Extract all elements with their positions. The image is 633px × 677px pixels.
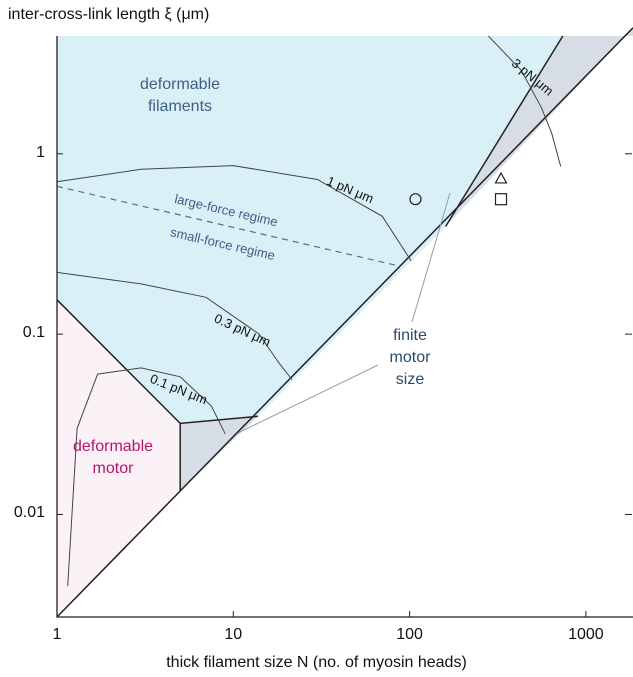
regime-boundary-line [56, 185, 398, 267]
x-axis-title: thick filament size N (no. of myosin hea… [166, 654, 467, 671]
y-tick-label-2: 1 [36, 143, 45, 161]
finite-motor-size-label: finite motor size [389, 327, 431, 388]
marker-circle [409, 193, 422, 206]
plot-frame [56, 36, 633, 618]
force-contour-0 [488, 35, 562, 167]
x-tick-label-3: 1000 [568, 626, 604, 643]
diagonal-boundary [56, 27, 633, 618]
pointer-line-lower [237, 364, 379, 434]
force-contour-2 [56, 271, 293, 380]
deformable-filaments-region [57, 36, 563, 424]
x-tick-label-0: 1 [52, 626, 62, 643]
y-tick-label-1: 0.1 [22, 324, 45, 342]
deformable-motor-label: deformable motor [72, 438, 154, 477]
deformable-motor-region [57, 299, 181, 617]
marker-square [494, 193, 508, 206]
x-tick-label-2: 100 [396, 626, 423, 643]
region-fills [57, 27, 633, 617]
x-tick-label-1: 10 [224, 626, 243, 643]
force-contour-3 [67, 367, 226, 587]
deformable-filaments-label: deformable filaments [139, 76, 221, 115]
y-axis-title: inter-cross-link length ξ (μm) [8, 6, 210, 23]
finite-motor-size-region-lower [180, 416, 258, 491]
force-contours [56, 35, 562, 587]
finite-size-boundary [444, 35, 564, 227]
finite-motor-size-region-upper [445, 27, 633, 227]
force-contour-1 [56, 165, 412, 262]
marker-triangle [494, 171, 508, 184]
boundary-lines [56, 27, 633, 618]
y-tick-label-0: 0.01 [13, 504, 45, 522]
data-markers [409, 171, 508, 206]
pointer-line-upper [411, 192, 451, 323]
